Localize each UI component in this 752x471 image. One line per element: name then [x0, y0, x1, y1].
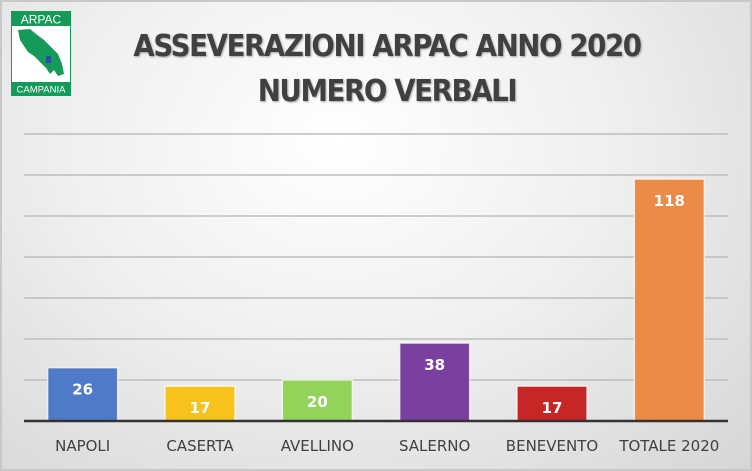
x-tick-label: NAPOLI: [55, 437, 110, 455]
arpac-logo: ARPAC CAMPANIA: [11, 11, 71, 96]
data-label: 26: [72, 381, 93, 399]
bar-benevento: [516, 385, 588, 422]
bar-napoli: [46, 366, 119, 422]
svg-text:CAMPANIA: CAMPANIA: [17, 85, 67, 96]
title-line-2: NUMERO VERBALI: [257, 74, 518, 109]
data-label: 20: [307, 393, 328, 411]
title-line-1: ASSEVERAZIONI ARPAC ANNO 2020: [133, 29, 642, 64]
bar-totale-2020: [633, 178, 706, 422]
bar-avellino: [281, 379, 354, 422]
bar-caserta: [164, 385, 236, 422]
x-tick-label: AVELLINO: [281, 437, 354, 455]
svg-text:ARPAC: ARPAC: [21, 13, 62, 27]
x-tick-label: SALERNO: [399, 437, 470, 455]
x-tick-label: BENEVENTO: [506, 437, 598, 455]
data-label: 17: [542, 399, 563, 417]
data-label: 38: [424, 356, 445, 374]
bar-salerno: [398, 342, 471, 422]
x-tick-label: CASERTA: [166, 437, 234, 455]
data-label: 17: [190, 399, 211, 417]
chart-title: ASSEVERAZIONI ARPAC ANNO 2020 NUMERO VER…: [88, 24, 686, 114]
data-label: 118: [654, 192, 685, 210]
x-tick-label: TOTALE 2020: [618, 437, 719, 455]
